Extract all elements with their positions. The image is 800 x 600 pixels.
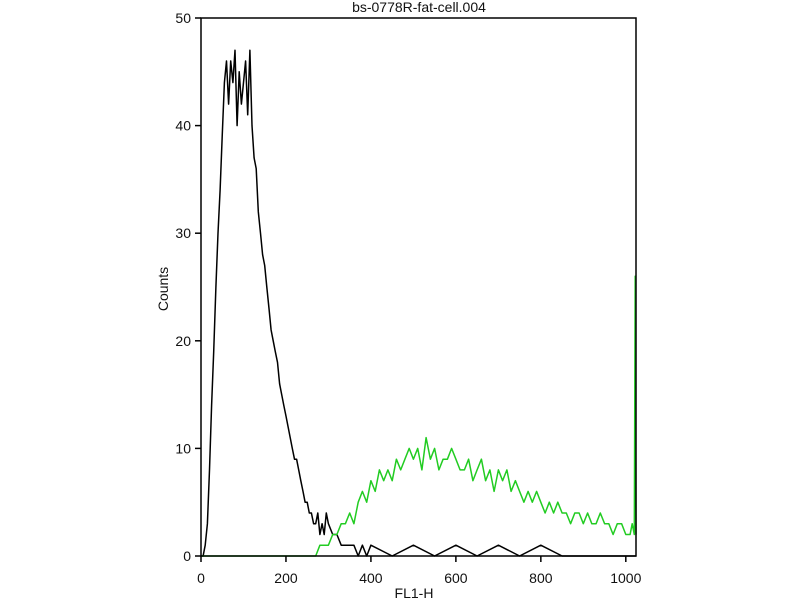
x-tick-label: 0: [197, 570, 205, 586]
y-axis-label: Counts: [155, 267, 171, 311]
x-tick-label: 600: [444, 570, 468, 586]
x-axis-label: FL1-H: [395, 585, 434, 600]
x-tick-label: 200: [274, 570, 298, 586]
x-tick-label: 1000: [610, 570, 641, 586]
series-layer: [201, 49, 637, 557]
chart-title: bs-0778R-fat-cell.004: [352, 0, 486, 15]
x-tick-label: 400: [359, 570, 383, 586]
y-tick-label: 40: [175, 118, 191, 134]
y-tick-label: 30: [175, 225, 191, 241]
y-tick-label: 50: [175, 10, 191, 26]
x-tick-label: 800: [529, 570, 553, 586]
series-line-1: [201, 275, 637, 557]
plot-frame: [200, 17, 637, 557]
y-tick-label: 10: [175, 440, 191, 456]
y-tick-label: 20: [175, 333, 191, 349]
axes-layer: 0 200 400 600 800 1000 0 10 20 30 40 50: [175, 10, 641, 586]
y-tick-label: 0: [183, 548, 191, 564]
series-line-0: [201, 49, 636, 557]
